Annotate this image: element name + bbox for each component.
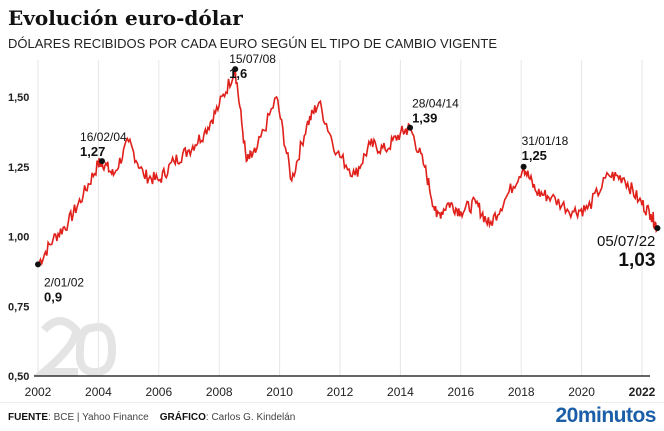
annotation-value: 0,9 bbox=[44, 289, 62, 304]
annotation-point bbox=[232, 66, 239, 73]
annotation-point bbox=[407, 124, 414, 131]
annotation-date: 2/01/02 bbox=[44, 275, 84, 289]
x-tick-label: 2002 bbox=[25, 385, 52, 399]
x-tick-label: 2008 bbox=[206, 385, 233, 399]
graphic-credit: Carlos G. Kindelán bbox=[211, 412, 296, 423]
annotation-value: 1,6 bbox=[229, 66, 247, 81]
annotation-date: 15/07/08 bbox=[229, 52, 276, 66]
x-tick-label: 2018 bbox=[508, 385, 535, 399]
chart-subtitle: DÓLARES RECIBIDOS POR CADA EURO SEGÚN EL… bbox=[8, 36, 498, 51]
x-tick-label: 2006 bbox=[145, 385, 172, 399]
annotation-point bbox=[35, 261, 41, 268]
x-tick-label: 2012 bbox=[327, 385, 354, 399]
source: BCE | Yahoo Finance bbox=[53, 412, 149, 423]
divider bbox=[0, 402, 664, 403]
annotation-date: 31/01/18 bbox=[522, 134, 569, 148]
source-label: FUENTE bbox=[8, 412, 48, 423]
annotation-point bbox=[654, 225, 661, 232]
banknote-watermark bbox=[33, 317, 117, 377]
annotation-value: 1,27 bbox=[80, 144, 105, 159]
annotation-date: 05/07/22 bbox=[597, 233, 655, 250]
y-tick-label: 1,50 bbox=[8, 92, 29, 104]
x-tick-label: 2016 bbox=[447, 385, 474, 399]
annotation-value: 1,39 bbox=[412, 111, 437, 126]
annotation-date: 28/04/14 bbox=[412, 97, 459, 111]
series-line bbox=[37, 68, 659, 267]
x-tick-label: 2010 bbox=[266, 385, 293, 399]
annotation-value: 1,03 bbox=[618, 250, 655, 271]
chart-title: Evolución euro-dólar bbox=[8, 6, 243, 30]
annotation-value: 1,25 bbox=[522, 148, 547, 163]
annotation-point bbox=[520, 163, 527, 170]
graphic-label: GRÁFICO bbox=[159, 412, 206, 423]
brand-logo: 20minutos bbox=[555, 404, 656, 427]
x-tick-label: 2004 bbox=[85, 385, 112, 399]
annotation-date: 16/02/04 bbox=[80, 130, 127, 144]
x-tick-label: 2020 bbox=[568, 385, 595, 399]
x-tick-label: 2022 bbox=[629, 385, 656, 399]
footer: FUENTE: BCE | Yahoo Finance GRÁFICO: Car… bbox=[8, 412, 296, 423]
y-tick-label: 0,75 bbox=[8, 301, 29, 313]
y-tick-label: 1,00 bbox=[8, 232, 29, 244]
y-tick-label: 0,50 bbox=[8, 371, 29, 383]
y-tick-label: 1,25 bbox=[8, 162, 29, 174]
x-tick-label: 2014 bbox=[387, 385, 414, 399]
annotation-point bbox=[99, 158, 106, 165]
